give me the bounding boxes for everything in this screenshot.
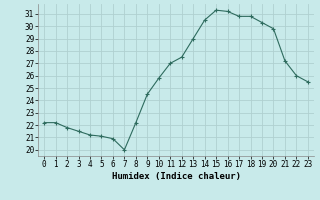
X-axis label: Humidex (Indice chaleur): Humidex (Indice chaleur): [111, 172, 241, 181]
